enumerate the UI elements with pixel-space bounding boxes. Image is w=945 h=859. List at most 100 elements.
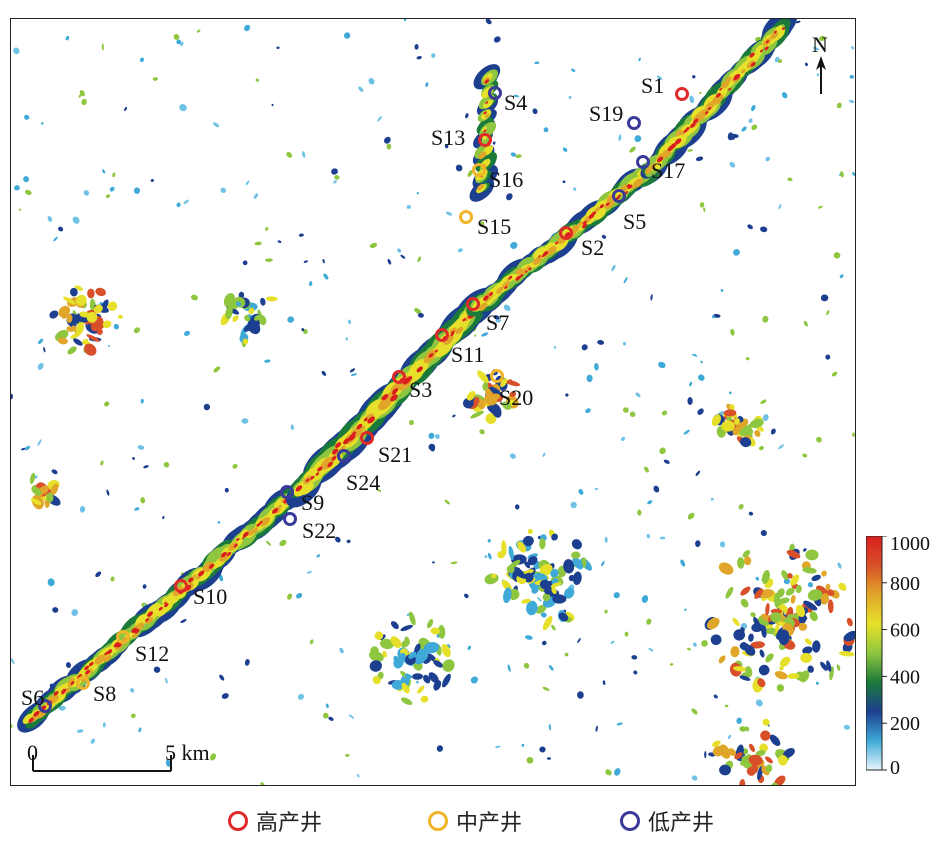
- attribute-blob: [30, 498, 42, 506]
- attribute-blob: [838, 582, 847, 591]
- attribute-blob: [535, 604, 547, 614]
- attribute-blob: [105, 194, 110, 198]
- colorbar-tick-label: 200: [890, 713, 920, 735]
- attribute-blob: [537, 596, 542, 602]
- attribute-blob: [680, 559, 686, 567]
- attribute-blob: [116, 642, 122, 648]
- well-marker-s8[interactable]: [76, 676, 90, 690]
- attribute-blob: [605, 202, 610, 206]
- attribute-blob: [759, 649, 765, 658]
- attribute-blob: [773, 592, 781, 608]
- well-marker-s19[interactable]: [627, 116, 641, 130]
- well-marker-s6[interactable]: [38, 699, 52, 713]
- attribute-blob: [624, 631, 629, 637]
- well-marker-s24[interactable]: [337, 449, 351, 463]
- attribute-blob: [95, 287, 106, 297]
- attribute-blob: [401, 639, 410, 648]
- attribute-blob: [428, 432, 435, 439]
- attribute-blob: [548, 664, 554, 671]
- well-marker-s2[interactable]: [559, 226, 573, 240]
- attribute-blob: [563, 587, 575, 599]
- well-marker-s7[interactable]: [466, 297, 480, 311]
- attribute-blob: [719, 764, 731, 776]
- attribute-blob: [674, 138, 682, 145]
- attribute-blob: [727, 734, 732, 739]
- attribute-blob: [351, 431, 357, 436]
- attribute-blob: [637, 509, 642, 516]
- well-marker-s1[interactable]: [675, 87, 689, 101]
- attribute-blob: [657, 156, 664, 163]
- attribute-blob: [467, 169, 473, 177]
- attribute-blob: [301, 151, 306, 158]
- attribute-blob: [133, 187, 141, 194]
- attribute-blob: [770, 612, 782, 623]
- attribute-blob: [295, 485, 303, 492]
- attribute-blob: [723, 409, 737, 417]
- attribute-blob: [760, 399, 767, 405]
- attribute-blob: [370, 646, 379, 656]
- attribute-blob: [184, 330, 190, 336]
- well-marker-s21[interactable]: [360, 431, 374, 445]
- attribute-blob: [497, 551, 505, 559]
- north-arrow-icon: [816, 56, 826, 70]
- attribute-blob: [66, 326, 75, 332]
- attribute-blob: [180, 41, 184, 47]
- attribute-blob: [409, 420, 414, 426]
- well-marker-s16[interactable]: [472, 163, 486, 177]
- attribute-blob: [568, 95, 572, 99]
- attribute-blob: [816, 436, 822, 443]
- attribute-blob: [382, 650, 387, 658]
- attribute-blob: [517, 541, 527, 553]
- well-marker-s17[interactable]: [636, 155, 650, 169]
- attribute-blob: [572, 557, 584, 570]
- attribute-blob: [187, 577, 194, 583]
- well-marker-s5[interactable]: [612, 189, 626, 203]
- well-marker-s3[interactable]: [392, 370, 406, 384]
- attribute-blob: [377, 116, 382, 122]
- attribute-blob: [534, 61, 540, 65]
- well-marker-s10[interactable]: [174, 579, 188, 593]
- well-marker-s15[interactable]: [459, 210, 473, 224]
- attribute-blob: [254, 241, 262, 246]
- attribute-blob: [113, 641, 120, 648]
- attribute-blob: [50, 483, 59, 495]
- attribute-blob: [483, 99, 493, 109]
- attribute-blob: [190, 294, 198, 301]
- attribute-blob: [816, 73, 819, 77]
- well-marker-s22[interactable]: [283, 512, 297, 526]
- attribute-blob: [659, 536, 666, 540]
- attribute-blob: [700, 360, 703, 364]
- attribute-blob: [73, 338, 83, 346]
- well-marker-s20[interactable]: [490, 369, 504, 383]
- well-label-s12: S12: [135, 641, 169, 666]
- attribute-blob: [690, 122, 696, 128]
- attribute-blob: [113, 323, 119, 330]
- attribute-blob: [516, 572, 529, 579]
- attribute-blob: [703, 207, 706, 213]
- attribute-blob: [843, 630, 855, 642]
- attribute-blob: [787, 673, 800, 679]
- well-marker-s12[interactable]: [116, 630, 130, 644]
- well-marker-s11[interactable]: [435, 328, 449, 342]
- well-label-s7: S7: [486, 310, 509, 335]
- attribute-blob: [307, 571, 312, 574]
- attribute-blob: [479, 429, 485, 435]
- attribute-blob: [699, 91, 702, 95]
- attribute-blob: [803, 320, 808, 327]
- attribute-blob: [224, 487, 229, 493]
- attribute-blob: [242, 338, 249, 345]
- attribute-blob: [33, 487, 42, 496]
- attribute-blob: [840, 171, 844, 178]
- attribute-blob: [408, 651, 417, 659]
- well-marker-s9[interactable]: [280, 485, 294, 499]
- attribute-blob: [235, 301, 242, 307]
- attribute-blob: [770, 428, 776, 435]
- attribute-blob: [455, 326, 464, 335]
- attribute-blob: [757, 678, 766, 688]
- well-marker-s4[interactable]: [488, 86, 502, 100]
- attribute-blob: [746, 767, 756, 776]
- attribute-blob: [759, 49, 764, 53]
- well-marker-s13[interactable]: [478, 133, 492, 147]
- attribute-blob: [542, 592, 551, 602]
- attribute-blob: [363, 417, 368, 422]
